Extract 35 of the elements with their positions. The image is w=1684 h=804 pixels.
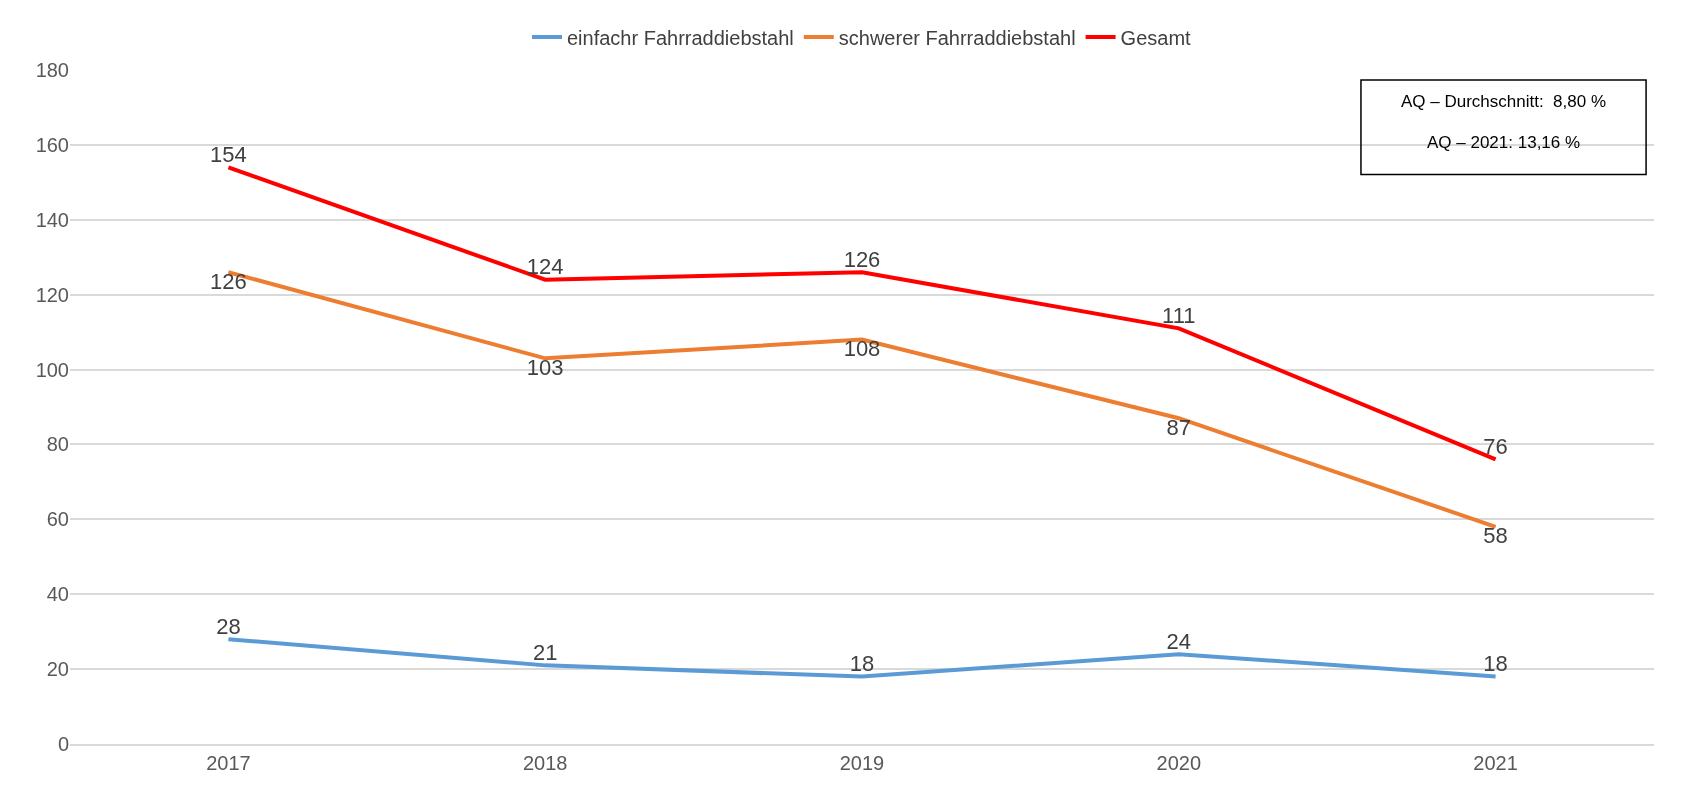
y-tick-label: 0 [57,733,69,755]
y-tick-label: 60 [46,508,69,531]
y-tick-label: 40 [46,583,69,606]
data-label: 126 [843,246,881,272]
data-label: 103 [526,354,564,380]
annotation: AQ – 2021: 13,16 % [1427,133,1581,152]
data-label: 18 [849,651,875,677]
y-tick-label: 180 [35,59,69,81]
y-tick-label: 20 [46,658,69,681]
y-tick-label: 80 [46,433,69,456]
legend-label: einfachr Fahrraddiebstahl [567,26,794,49]
data-label: 111 [1162,302,1196,328]
data-label: 28 [216,613,241,639]
x-tick-label: 2019 [839,751,885,774]
data-label: 24 [1166,628,1192,654]
data-label: 87 [1166,414,1192,440]
x-tick-label: 2020 [1156,751,1202,774]
legend-label: schwerer Fahrraddiebstahl [838,26,1076,49]
data-label: 126 [210,268,247,294]
x-tick-label: 2018 [522,751,568,774]
data-label: 18 [1483,651,1508,677]
y-tick-label: 140 [35,208,69,231]
x-tick-label: 2021 [1473,751,1518,774]
y-tick-label: 160 [35,133,69,156]
legend-label: Gesamt [1120,26,1192,49]
data-label: 108 [843,336,881,362]
data-label: 124 [526,254,564,280]
x-tick-label: 2017 [206,751,251,774]
data-label: 21 [532,639,558,665]
annotation: AQ – Durchschnitt: 8,80 % [1401,92,1607,111]
data-label: 154 [210,141,247,167]
data-label: 58 [1483,523,1508,549]
y-tick-label: 100 [35,358,69,381]
data-label: 76 [1483,433,1508,459]
y-tick-label: 120 [35,283,69,306]
